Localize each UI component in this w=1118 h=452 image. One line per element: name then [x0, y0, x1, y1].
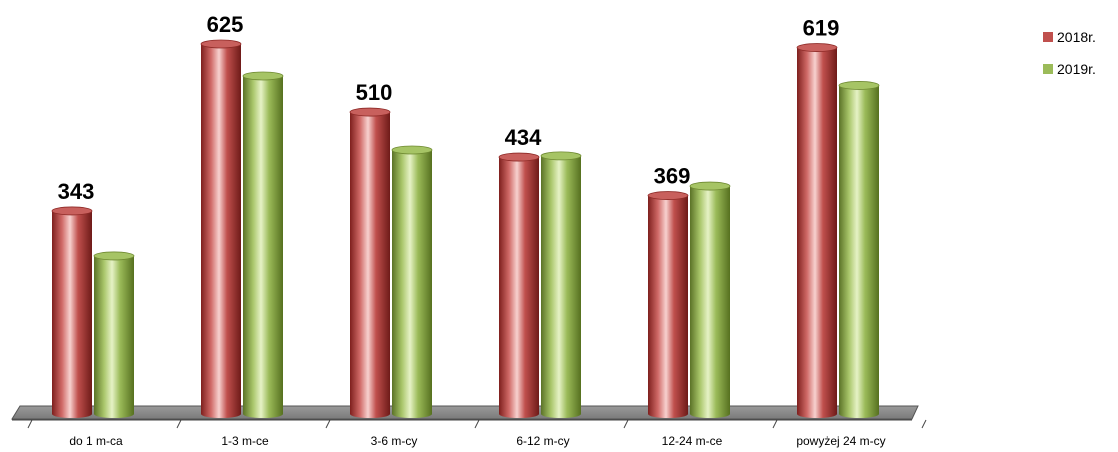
- bar-body: [499, 157, 539, 414]
- bar: [391, 145, 433, 418]
- legend: 2018r. 2019r.: [1043, 29, 1096, 77]
- bar-cap: [93, 251, 135, 261]
- data-label: 369: [654, 164, 691, 189]
- data-label: 434: [505, 125, 542, 150]
- bar-body: [243, 75, 283, 414]
- category-label: 12-24 m-ce: [662, 434, 723, 448]
- bar: [349, 107, 391, 418]
- bar: [796, 43, 838, 418]
- bar-cap: [689, 181, 731, 191]
- category-tick: [623, 419, 629, 429]
- data-label: 510: [356, 80, 393, 105]
- bar: [540, 151, 582, 418]
- category-label: do 1 m-ca: [69, 434, 123, 448]
- bar-cap: [242, 71, 284, 81]
- bar-body: [839, 85, 879, 414]
- chart-floor: [11, 405, 919, 420]
- bar: [498, 152, 540, 418]
- bar: [51, 206, 93, 418]
- category-tick: [176, 419, 182, 429]
- legend-label: 2019r.: [1057, 61, 1096, 77]
- category-label: 6-12 m-cy: [516, 434, 569, 448]
- bar-body: [94, 255, 134, 414]
- category-label: 3-6 m-cy: [371, 434, 418, 448]
- bar-body: [541, 155, 581, 414]
- legend-label: 2018r.: [1057, 29, 1096, 45]
- data-label: 619: [803, 16, 840, 41]
- bar-cap: [349, 107, 391, 117]
- bar-cap: [838, 81, 880, 90]
- bar-body: [350, 112, 390, 414]
- bar: [647, 191, 689, 418]
- category-label: powyżej 24 m-cy: [796, 434, 885, 448]
- bar-cap: [391, 145, 433, 155]
- category-label: 1-3 m-ce: [221, 434, 269, 448]
- data-label: 343: [58, 179, 95, 204]
- bar-cap: [498, 152, 540, 162]
- legend-swatch: [1043, 64, 1053, 74]
- bar: [689, 181, 731, 418]
- bar-cap: [647, 191, 689, 200]
- category-tick: [474, 419, 480, 429]
- bar-body: [392, 149, 432, 414]
- category-tick: [772, 419, 778, 429]
- category-tick: [325, 419, 331, 429]
- bar-cap: [796, 43, 838, 52]
- bar: [242, 71, 284, 418]
- category-axis: do 1 m-ca 1-3 m-ce 3-6 m-cy 6-12 m-cy 12-24 …: [27, 419, 927, 448]
- labels-layer: 343 625 510 434 369 619: [58, 12, 840, 204]
- bar: [838, 81, 880, 418]
- category-tick: [921, 419, 927, 429]
- bar-cap: [540, 151, 582, 161]
- data-label: 625: [207, 12, 244, 37]
- bar: [93, 251, 135, 418]
- bar-body: [201, 44, 241, 414]
- bars-layer: [51, 39, 880, 418]
- bar-body: [52, 210, 92, 414]
- bar-cap: [51, 206, 93, 216]
- bar-cap: [200, 39, 242, 49]
- bar-body: [648, 195, 688, 414]
- bar: [200, 39, 242, 418]
- legend-swatch: [1043, 32, 1053, 42]
- bar-body: [690, 186, 730, 414]
- bar-body: [797, 47, 837, 414]
- category-tick: [27, 419, 33, 429]
